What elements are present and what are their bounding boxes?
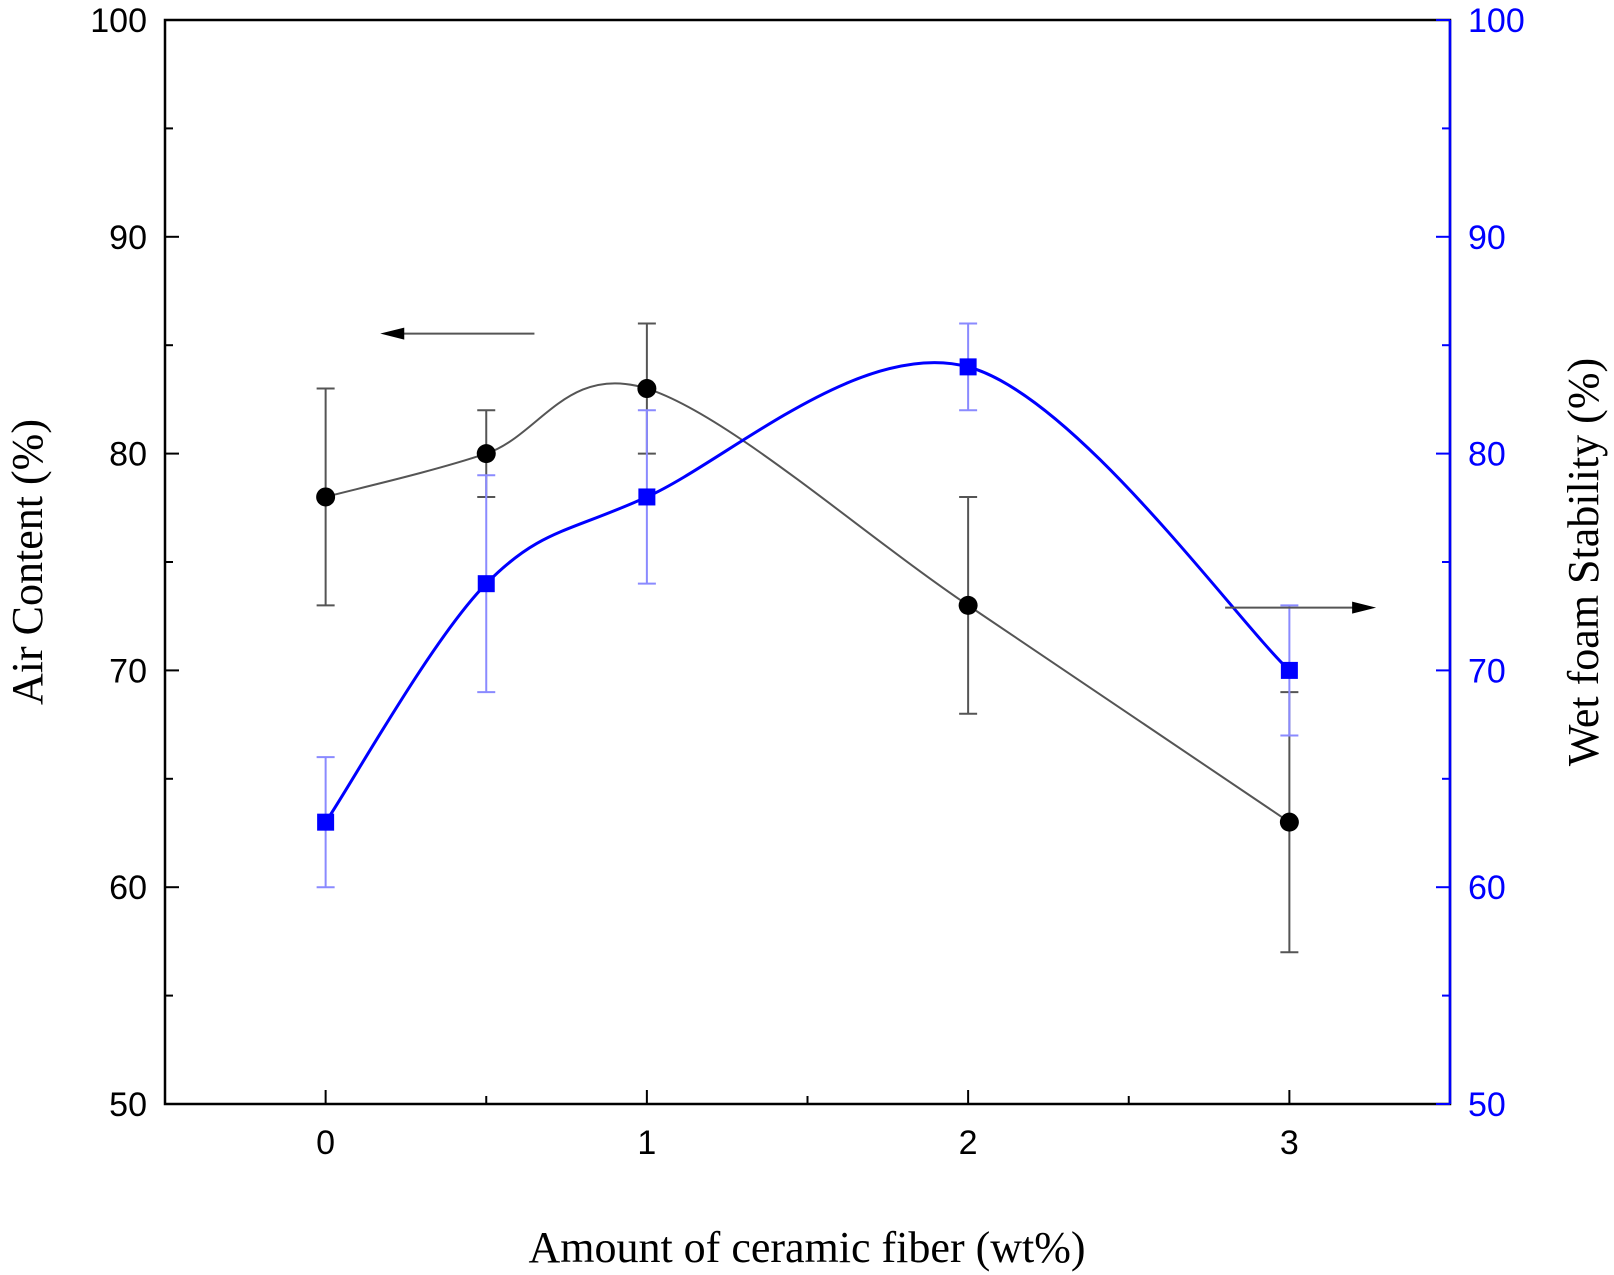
wet-foam-stability-point xyxy=(477,575,495,593)
air-content-point xyxy=(316,487,336,507)
y-left-tick-label: 80 xyxy=(109,436,147,474)
y-right-tick-label: 100 xyxy=(1468,2,1525,40)
x-tick-label: 2 xyxy=(959,1124,978,1162)
y-left-tick-label: 100 xyxy=(90,2,147,40)
right-axis-arrow-head xyxy=(1352,601,1377,614)
x-tick-label: 0 xyxy=(316,1124,335,1162)
wet-foam-stability-line xyxy=(324,361,1291,823)
series-layer xyxy=(316,322,1299,954)
y-right-tick-label: 50 xyxy=(1468,1086,1506,1124)
y-right-tick-label: 80 xyxy=(1468,436,1506,474)
wet-foam-stability-point xyxy=(959,358,977,376)
wet-foam-stability-point xyxy=(638,488,656,506)
y-left-tick-label: 70 xyxy=(109,652,147,690)
y-left-tick-label: 50 xyxy=(109,1086,147,1124)
y-left-tick-label: 60 xyxy=(109,869,147,907)
plot-frame xyxy=(163,18,1452,1106)
left-axis-arrow-head xyxy=(380,327,405,340)
air-content-point xyxy=(958,595,978,615)
right-axis-title: Wet foam Stability (%) xyxy=(1559,358,1608,766)
wet-foam-stability-point xyxy=(317,813,335,831)
x-axis-title: Amount of ceramic fiber (wt%) xyxy=(528,1223,1085,1272)
air-content-line xyxy=(325,382,1290,823)
x-tick-label: 1 xyxy=(637,1124,656,1162)
y-right-tick-label: 70 xyxy=(1468,652,1506,690)
y-right-tick-label: 60 xyxy=(1468,869,1506,907)
left-axis-title: Air Content (%) xyxy=(3,419,52,705)
air-content-point xyxy=(637,379,657,399)
y-left-tick-label: 90 xyxy=(109,219,147,257)
y-right-tick-label: 90 xyxy=(1468,219,1506,257)
x-tick-label: 3 xyxy=(1280,1124,1299,1162)
air-content-point xyxy=(476,444,496,464)
annotations-layer xyxy=(380,327,1377,614)
ticks-layer: 0 1 2 3 50 60 70 80 90 100 50 60 70 80 90 100 xyxy=(90,2,1524,1162)
wet-foam-stability-point xyxy=(1280,661,1298,679)
air-content-point xyxy=(1279,812,1299,832)
